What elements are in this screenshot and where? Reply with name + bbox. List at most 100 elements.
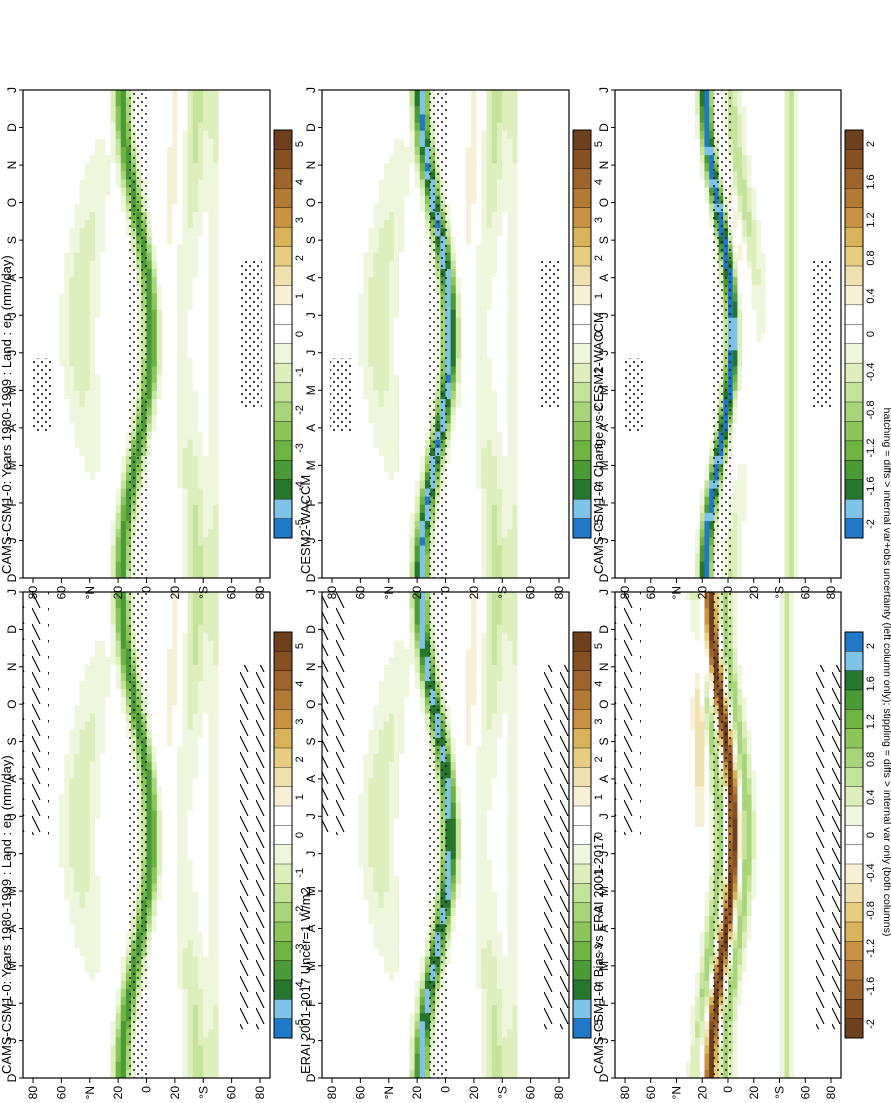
heatmap-cell [228,673,235,682]
heatmap-cell [69,600,75,609]
heatmap-cell [208,705,214,714]
heatmap-cell [161,171,168,180]
heatmap-cell [115,624,122,633]
heatmap-cell [53,1069,60,1079]
heatmap-cell [53,488,60,498]
heatmap-cell [43,90,50,99]
heatmap-cell [33,997,39,1006]
heatmap-cell [197,146,204,156]
heatmap-cell [146,545,153,554]
heatmap-cell [192,600,199,609]
heatmap-cell [218,1045,225,1055]
heatmap-cell [59,883,65,893]
heatmap-cell [110,480,117,489]
heatmap-cell [151,988,158,998]
heatmap-cell [33,155,39,164]
heatmap-cell [89,390,96,400]
heatmap-cell [84,907,91,917]
heatmap-cell [187,472,194,481]
heatmap-cell [203,997,209,1006]
heatmap-cell [120,851,127,860]
heatmap-cell [120,407,127,416]
heatmap-cell [95,553,101,563]
heatmap-cell [64,488,70,498]
heatmap-cell [213,721,219,731]
heatmap-cell [79,301,86,310]
heatmap-cell [233,786,240,795]
heatmap-cell [120,883,127,893]
heatmap-cell [53,236,60,245]
heatmap-cell [146,114,153,123]
heatmap-cell [218,664,225,674]
heatmap-cell [182,382,189,392]
heatmap-cell [59,997,65,1006]
heatmap-cell [110,608,117,617]
heatmap-cell [192,924,199,933]
heatmap-cell [203,843,209,852]
heatmap-cell [105,859,111,868]
heatmap-cell [95,891,101,901]
heatmap-cell [110,163,117,172]
heatmap-cell [192,1037,199,1046]
heatmap-cell [146,244,153,254]
heatmap-cell [95,964,101,974]
heatmap-cell [59,770,65,779]
heatmap-cell [33,277,39,286]
heatmap-cell [59,537,65,546]
heatmap-cell [59,480,65,489]
heatmap-cell [223,972,230,982]
heatmap-cell [48,624,55,633]
heatmap-cell [151,770,158,779]
heatmap-cell [115,382,122,392]
heatmap-cell [228,592,235,601]
heatmap-cell [59,891,65,901]
heatmap-cell [151,592,158,601]
heatmap-cell [223,956,230,965]
heatmap-cell [182,325,189,335]
heatmap-cell [151,447,158,457]
heatmap-cell [79,130,86,140]
heatmap-cell [259,1069,266,1079]
heatmap-cell [53,664,60,674]
heatmap-cell [59,721,65,731]
heatmap-cell [187,656,194,666]
heatmap-cell [192,810,199,820]
heatmap-cell [74,350,81,359]
heatmap-cell [95,122,101,132]
heatmap-cell [100,794,106,803]
heatmap-cell [182,924,189,933]
heatmap-cell [125,1069,132,1079]
heatmap-cell [64,277,70,286]
heatmap-cell [89,697,96,706]
heatmap-cell [64,835,70,844]
heatmap-cell [74,624,81,633]
heatmap-cell [182,867,189,876]
heatmap-cell [197,632,204,641]
heatmap-cell [228,600,235,609]
heatmap-cell [228,810,235,820]
heatmap-cell [89,374,96,384]
heatmap-cell [43,956,50,965]
heatmap-cell [59,220,65,229]
heatmap-cell [151,163,158,172]
heatmap-cell [105,187,111,197]
heatmap-cell [100,964,106,974]
heatmap-cell [228,802,235,812]
heatmap-cell [187,480,194,489]
heatmap-cell [74,745,81,755]
heatmap-cell [105,252,111,262]
heatmap-cell [151,464,158,473]
heatmap-cell [95,794,101,803]
heatmap-cell [48,648,55,658]
heatmap-cell [172,244,178,254]
heatmap-cell [84,382,91,392]
heatmap-cell [151,334,158,343]
heatmap-cell [53,447,60,457]
heatmap-cell [203,1037,209,1046]
heatmap-cell [33,268,39,278]
heatmap-cell [110,899,117,909]
heatmap-cell [43,980,50,990]
heatmap-cell [161,268,168,278]
heatmap-cell [151,407,158,416]
heatmap-cell [105,656,111,666]
